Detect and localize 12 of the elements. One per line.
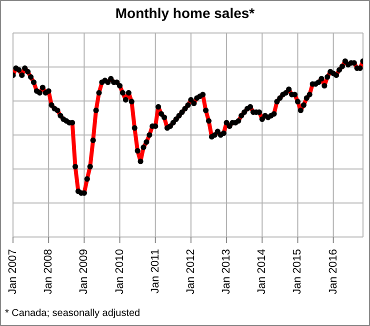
x-tick-label: Jan 2008 bbox=[42, 249, 55, 294]
text: * Canada; seasonally adjusted bbox=[5, 308, 140, 319]
x-tick-label: Jan 2015 bbox=[292, 249, 304, 294]
x-tick-label: Jan 2009 bbox=[78, 249, 90, 294]
x-tick-label: Jan 2011 bbox=[149, 249, 162, 294]
x-tick-label: Jan 2010 bbox=[114, 249, 126, 294]
x-tick-label: Jan 2013 bbox=[220, 249, 233, 294]
x-tick-label: Jan 2007 bbox=[7, 249, 19, 294]
x-tick-label: Jan 2012 bbox=[184, 249, 197, 294]
x-tick-label: Jan 2016 bbox=[327, 249, 340, 294]
chart-title: Monthly home sales* bbox=[114, 5, 256, 21]
x-tick-label: Jan 2014 bbox=[256, 249, 268, 294]
